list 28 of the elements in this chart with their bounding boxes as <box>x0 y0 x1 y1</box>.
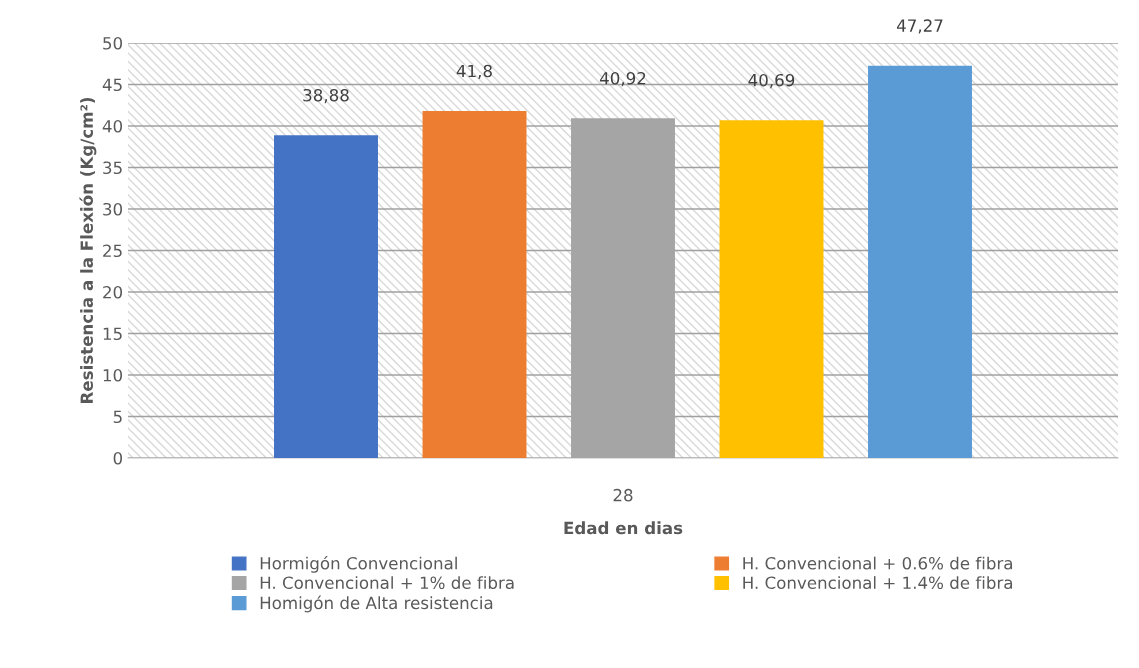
legend-label: Homigón de Alta resistencia <box>260 595 493 613</box>
data-label: 40,69 <box>748 73 795 89</box>
data-label: 41,8 <box>456 64 492 79</box>
legend-label: H. Convencional + 1% de fibra <box>260 576 514 590</box>
y-tick-label: 35 <box>103 161 122 175</box>
bar <box>719 120 824 458</box>
y-tick-label: 10 <box>103 368 123 382</box>
y-tick-label: 25 <box>103 244 122 258</box>
data-label: 38,88 <box>303 88 349 104</box>
y-tick-label: 40 <box>102 119 123 133</box>
y-axis-title: Resistencia a la Flexión (Kg/cm²) <box>79 97 97 403</box>
legend-label: H. Convencional + 1.4% de fibra <box>743 576 1012 590</box>
y-tick-label: 45 <box>102 78 122 92</box>
y-tick-label: 20 <box>103 285 123 299</box>
bar <box>868 65 972 458</box>
y-tick-label: 50 <box>103 36 123 50</box>
y-tick-label: 15 <box>103 327 122 341</box>
data-label: 40,92 <box>599 71 646 87</box>
bar <box>274 135 378 458</box>
x-tick-label: 28 <box>613 488 633 502</box>
data-label: 47,27 <box>896 19 943 34</box>
y-tick-label: 5 <box>113 410 122 424</box>
legend-label: H. Convencional + 0.6% de fibra <box>743 556 1012 570</box>
x-axis-title: Edad en dias <box>564 521 683 535</box>
y-tick-label: 0 <box>113 451 123 465</box>
bar <box>422 111 527 458</box>
legend-label: Hormigón Convencional <box>260 556 457 573</box>
y-tick-label: 30 <box>103 202 123 216</box>
